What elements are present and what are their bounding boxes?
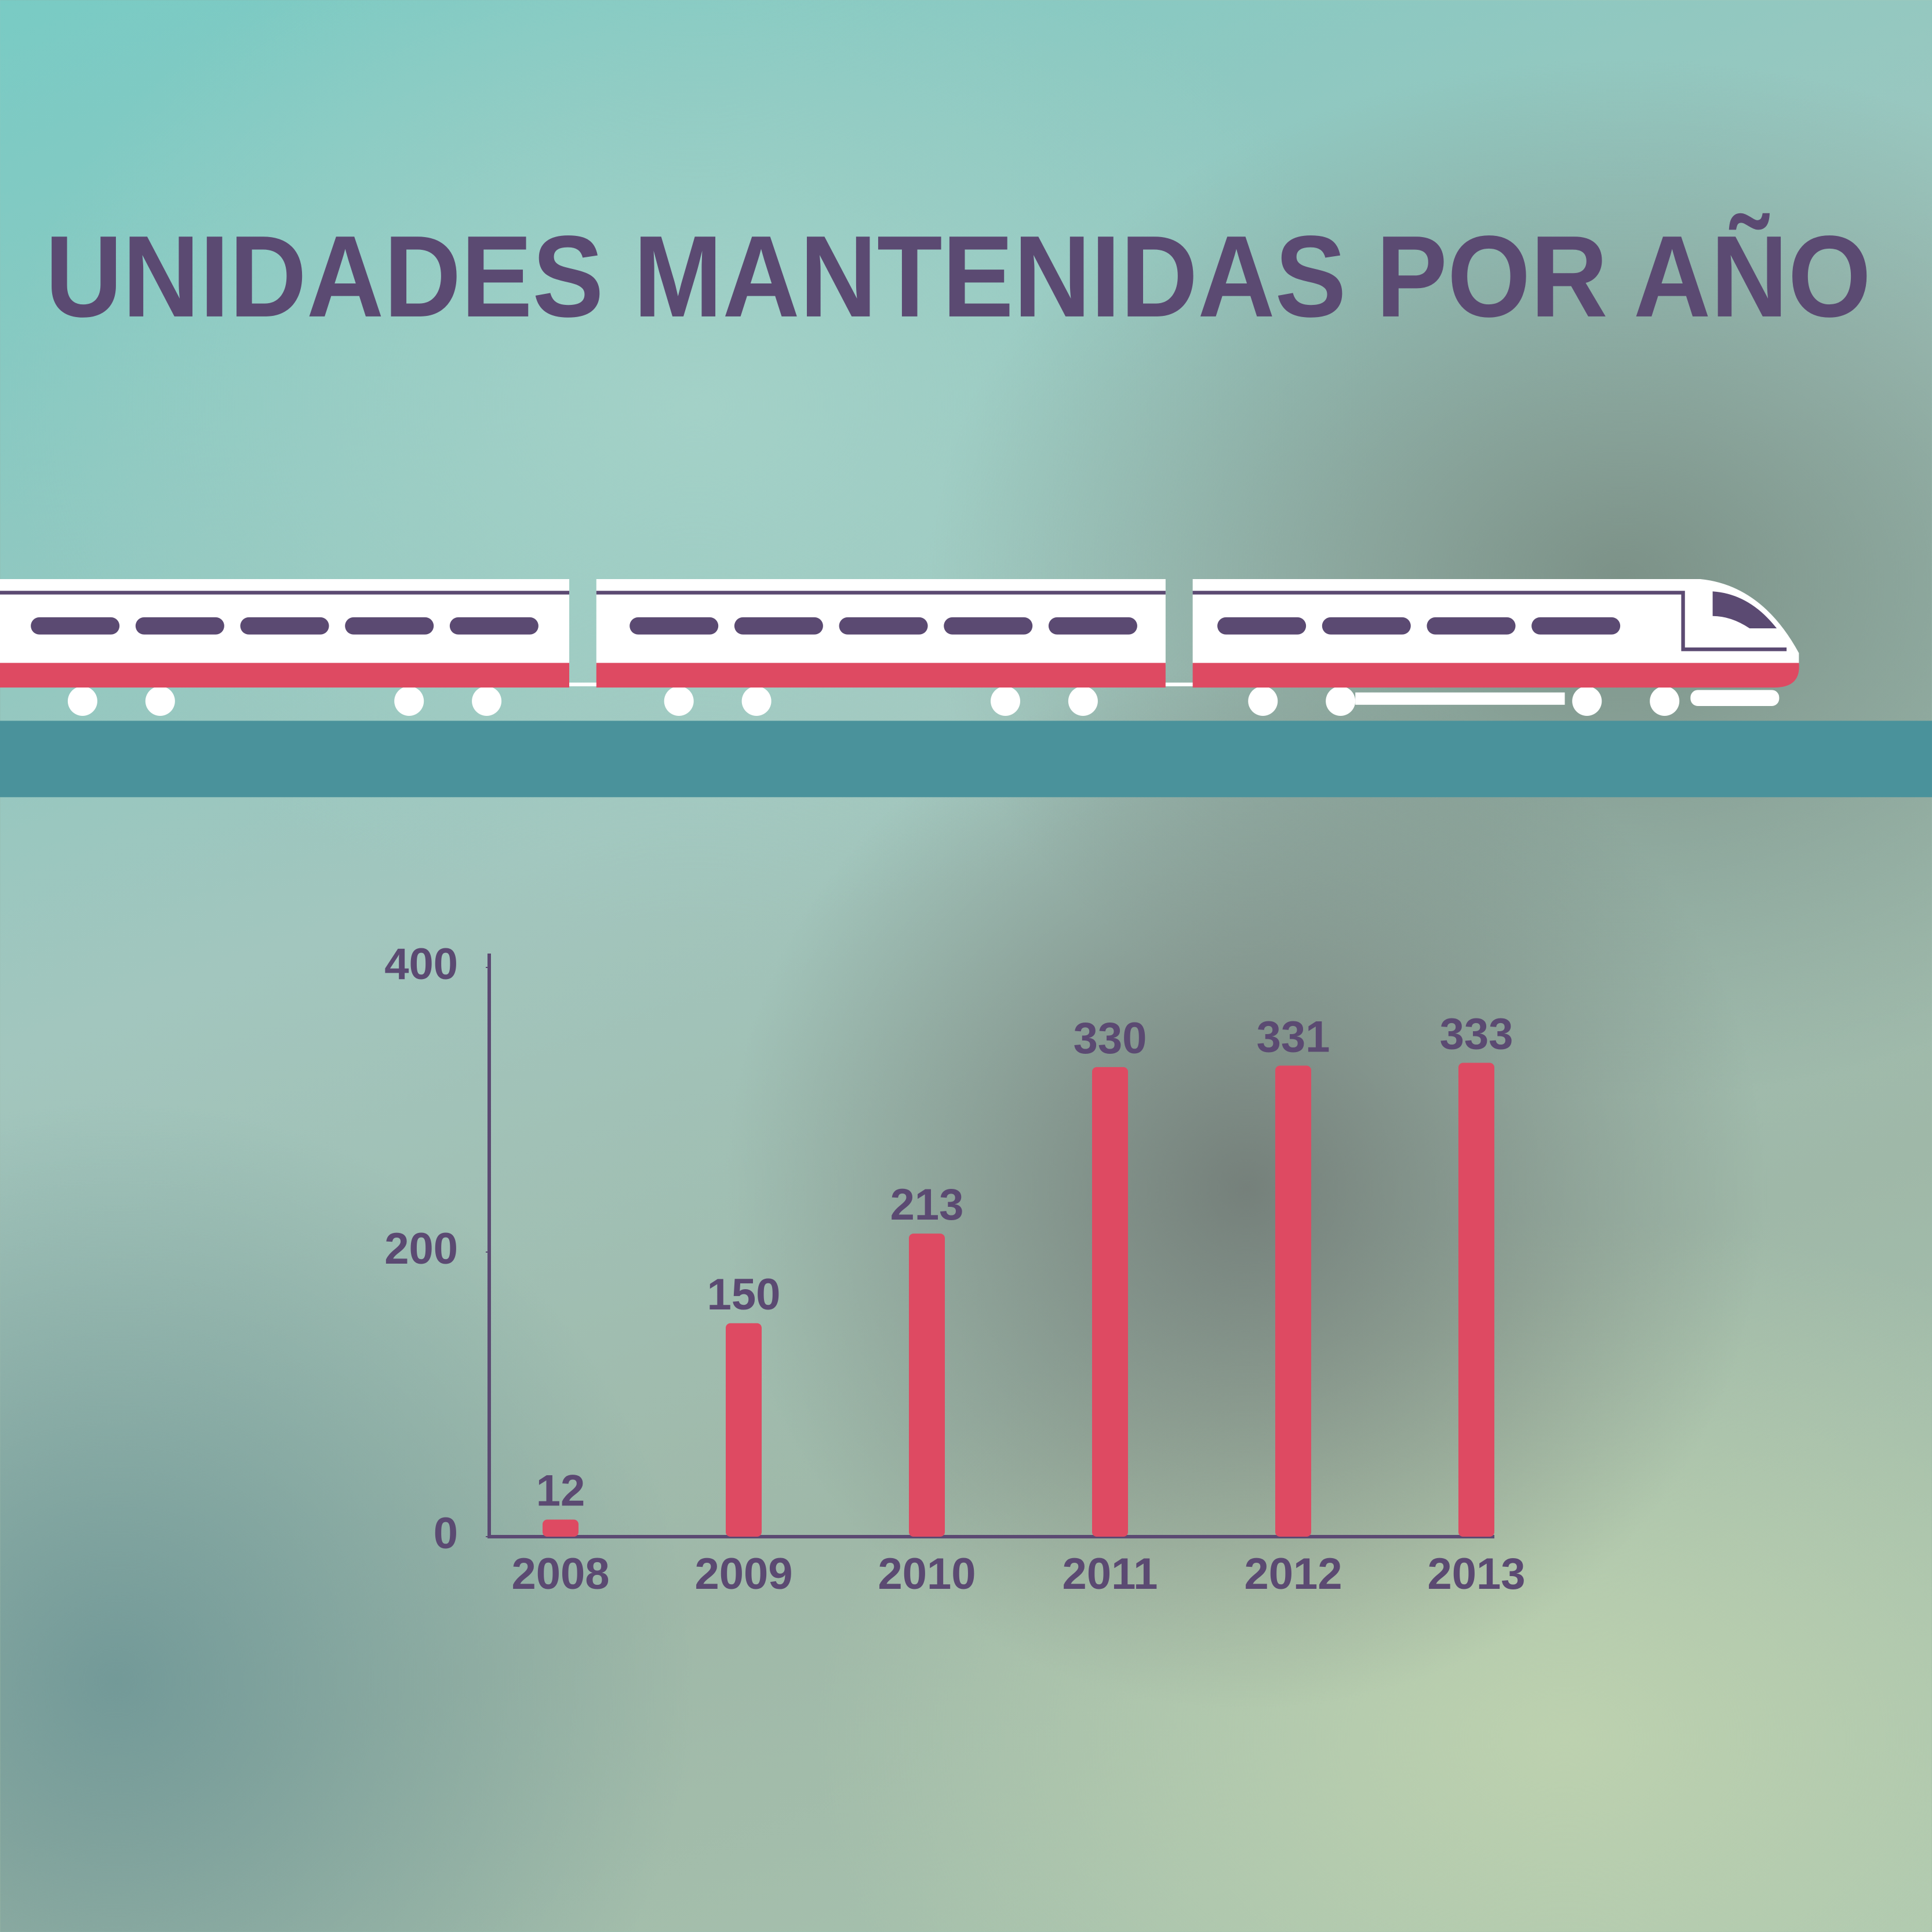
wheels: [67, 686, 1780, 716]
value-label: 333: [1440, 1010, 1513, 1059]
y-tick-label: 0: [434, 1509, 458, 1558]
bar: [1458, 1063, 1494, 1537]
x-tick-label: 2012: [1244, 1549, 1342, 1599]
bar: [1092, 1067, 1128, 1537]
bar: [909, 1234, 945, 1537]
value-label: 330: [1074, 1014, 1147, 1063]
bar: [726, 1323, 762, 1537]
bar: [543, 1519, 578, 1537]
x-tick-label: 2008: [511, 1549, 609, 1599]
chart-title: UNIDADES MANTENIDAS POR AÑO: [45, 212, 1871, 341]
x-tick-label: 2010: [878, 1549, 976, 1599]
x-tick-label: 2011: [1063, 1549, 1158, 1599]
y-tick-label: 400: [384, 940, 458, 989]
value-label: 331: [1257, 1012, 1330, 1061]
track: [0, 721, 1932, 798]
x-tick-label: 2009: [694, 1549, 792, 1599]
value-label: 213: [890, 1180, 964, 1229]
value-label: 150: [707, 1270, 781, 1319]
train-illustration: [0, 579, 1932, 798]
x-tick-label: 2013: [1427, 1549, 1525, 1599]
value-label: 12: [536, 1467, 585, 1516]
y-tick-label: 200: [384, 1224, 458, 1274]
bar: [1275, 1065, 1311, 1537]
